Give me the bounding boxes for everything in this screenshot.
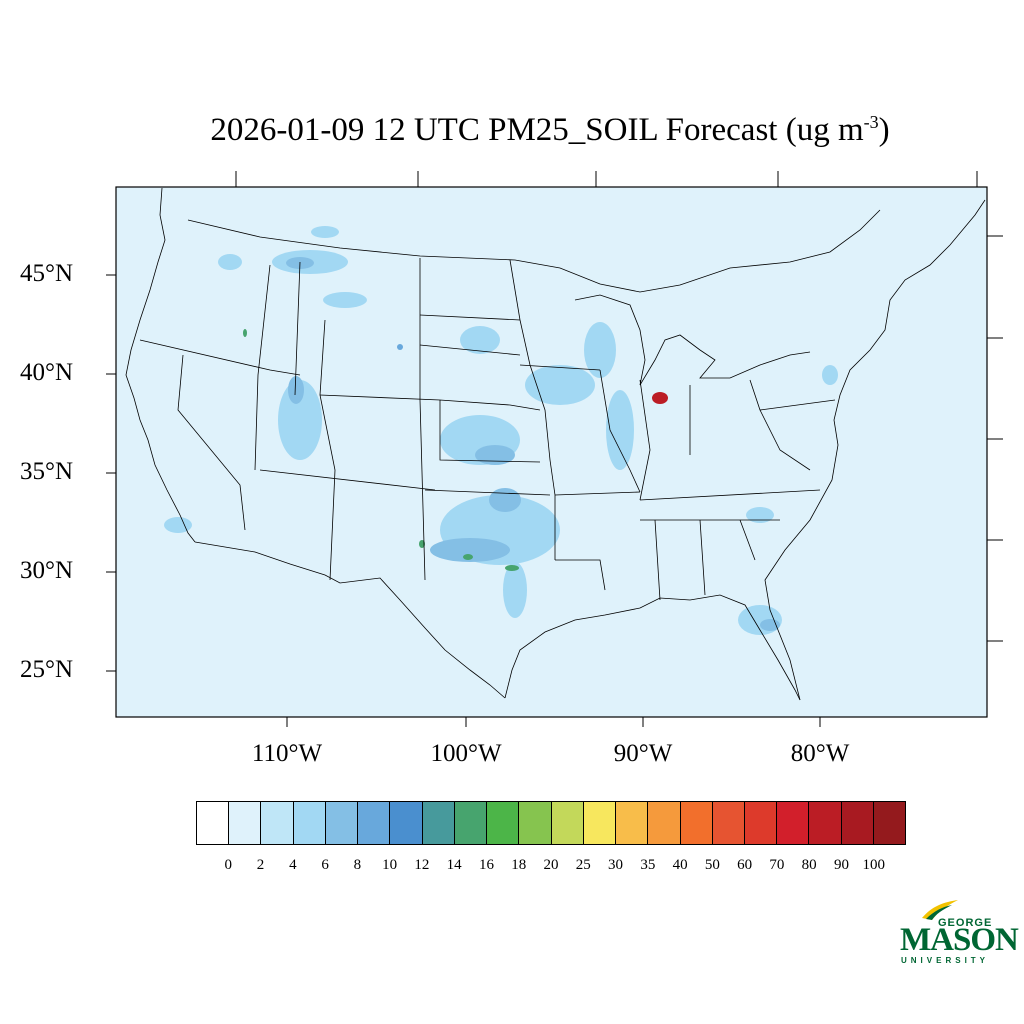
- colorbar-swatch-17: [744, 802, 778, 844]
- concentration-patch-24: [505, 565, 519, 571]
- colorbar-swatch-5: [358, 802, 391, 844]
- coastline-pacific: [125, 187, 196, 543]
- colorbar-swatch-14: [648, 802, 681, 844]
- concentration-patch-6: [278, 380, 322, 460]
- concentration-patch-7: [288, 376, 304, 404]
- logo-george-text: GEORGE: [938, 917, 993, 929]
- concentration-patch-25: [419, 540, 425, 548]
- concentration-patch-18: [760, 619, 780, 631]
- title-close: ): [878, 112, 890, 148]
- concentration-patch-4: [311, 226, 339, 238]
- colorbar-label-4: 8: [353, 857, 362, 873]
- concentration-patch-19: [164, 517, 192, 533]
- colorbar-swatch-1: [229, 802, 262, 844]
- logo-university-text: UNIVERSITY: [901, 956, 990, 965]
- colorbar-swatch-16: [712, 802, 745, 844]
- latitude-label-45n: 45°N: [20, 260, 74, 287]
- longitude-label-90w: 90°W: [613, 740, 673, 767]
- colorbar-label-17: 70: [769, 857, 785, 873]
- title-superscript: -3: [863, 112, 879, 132]
- colorbar-label-15: 50: [704, 857, 720, 873]
- title-main: 2026-01-09 12 UTC PM25_SOIL Forecast (ug…: [210, 112, 864, 148]
- colorbar-swatch-20: [841, 802, 874, 844]
- colorbar-label-19: 90: [833, 857, 849, 873]
- colorbar-swatch-13: [616, 802, 649, 844]
- state-lines-central: [319, 259, 641, 591]
- concentration-patch-20: [460, 326, 500, 354]
- concentration-patch-23: [463, 554, 473, 560]
- atlantic-coast: [764, 199, 986, 701]
- colorbar-label-14: 40: [672, 857, 688, 873]
- colorbar-label-8: 16: [478, 857, 494, 873]
- political-boundaries: [125, 187, 986, 701]
- concentration-patch-12: [430, 538, 510, 562]
- colorbar-swatch-7: [422, 802, 455, 844]
- longitude-label-100w: 100°W: [430, 740, 502, 767]
- colorbar-swatch-12: [583, 802, 617, 844]
- pm25-concentration-field: [164, 226, 838, 635]
- longitude-label-80w: 80°W: [790, 740, 850, 767]
- colorbar-label-5: 10: [382, 857, 398, 873]
- concentration-patch-21: [822, 365, 838, 385]
- colorbar-swatch-0: [197, 802, 230, 844]
- colorbar-swatch-11: [551, 802, 584, 844]
- colorbar-swatch-18: [777, 802, 810, 844]
- concentration-patch-22: [746, 507, 774, 523]
- colorbar-swatch-2: [261, 802, 294, 844]
- colorbar-label-1: 2: [256, 857, 265, 873]
- concentration-patch-14: [525, 365, 595, 405]
- great-lakes: [574, 294, 811, 386]
- concentration-patch-28: [652, 392, 668, 404]
- logo-mason-text: MASON: [900, 922, 1019, 958]
- colorbar-label-2: 4: [289, 857, 297, 873]
- colorbar-label-0: 0: [224, 857, 233, 873]
- concentration-patch-5: [323, 292, 367, 308]
- colorbar-label-18: 80: [801, 857, 817, 873]
- colorbar-label-16: 60: [737, 857, 753, 873]
- colorbar-swatch-8: [454, 802, 488, 844]
- latitude-label-30n: 30°N: [20, 557, 74, 584]
- map-title: 2026-01-09 12 UTC PM25_SOIL Forecast (ug…: [0, 112, 1024, 149]
- colorbar-swatch-10: [519, 802, 552, 844]
- colorbar-swatch-4: [325, 802, 359, 844]
- colorbar-swatch-21: [873, 802, 906, 844]
- concentration-patch-13: [503, 562, 527, 618]
- us-canada-border: [187, 209, 881, 293]
- state-lines-east: [599, 369, 836, 601]
- colorbar-swatch-9: [487, 802, 520, 844]
- colorbar-label-11: 25: [575, 857, 591, 873]
- concentration-patch-16: [606, 390, 634, 470]
- colorbar-label-6: 12: [414, 857, 430, 873]
- logo-flame-icon: [922, 900, 958, 920]
- colorbar-label-12: 30: [608, 857, 624, 873]
- colorbar-label-9: 18: [511, 857, 527, 873]
- colorbar: [196, 801, 906, 845]
- concentration-patch-11: [489, 488, 521, 512]
- latitude-label-40n: 40°N: [20, 359, 74, 386]
- george-mason-logo: GEORGE MASON UNIVERSITY: [898, 898, 1019, 968]
- latitude-label-25n: 25°N: [20, 656, 74, 683]
- colorbar-swatch-3: [293, 802, 326, 844]
- colorbar-label-7: 14: [446, 857, 462, 873]
- colorbar-label-3: 6: [321, 857, 329, 873]
- longitude-label-110w: 110°W: [251, 740, 323, 767]
- colorbar-label-20: 100: [862, 857, 885, 873]
- colorbar-swatch-15: [680, 802, 713, 844]
- concentration-patch-15: [584, 322, 616, 378]
- colorbar-label-13: 35: [640, 857, 656, 873]
- map-background: [115, 186, 988, 718]
- concentration-patch-3: [218, 254, 242, 270]
- concentration-patch-9: [475, 445, 515, 465]
- colorbar-swatch-6: [390, 802, 423, 844]
- colorbar-label-10: 20: [543, 857, 559, 873]
- colorbar-swatch-19: [809, 802, 842, 844]
- concentration-patch-27: [397, 344, 403, 350]
- concentration-patch-26: [243, 329, 247, 337]
- axis-ticks: [106, 171, 1003, 727]
- latitude-label-35n: 35°N: [20, 458, 74, 485]
- us-mexico-border: [194, 541, 506, 699]
- state-lines-west: [139, 258, 436, 581]
